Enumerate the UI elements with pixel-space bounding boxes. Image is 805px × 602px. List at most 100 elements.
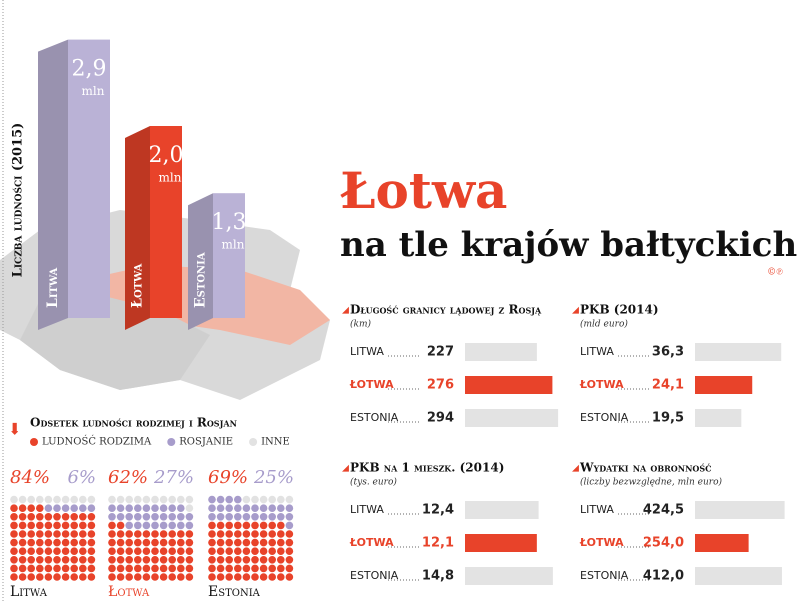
bar xyxy=(68,39,110,318)
waffle-dot xyxy=(61,521,70,530)
waffle-dot xyxy=(18,504,27,512)
bar xyxy=(150,126,182,318)
waffle-dot xyxy=(251,556,259,564)
category-label: ŁOTWA xyxy=(349,378,394,391)
bar-side xyxy=(188,193,213,330)
waffle-dot xyxy=(251,521,259,530)
waffle-dot xyxy=(259,521,268,530)
waffle-dot xyxy=(285,530,294,538)
waffle-dot xyxy=(125,573,133,581)
waffle-dot xyxy=(108,530,116,538)
bar xyxy=(213,193,245,318)
bar xyxy=(465,343,537,361)
category-label: ŁOTWA xyxy=(579,378,624,391)
waffle-dot xyxy=(208,564,216,573)
waffle-dot xyxy=(225,513,233,521)
percent-label: 25% xyxy=(253,467,294,488)
value-label: 24,1 xyxy=(652,378,684,393)
waffle-dot xyxy=(87,547,96,555)
waffle-dot xyxy=(216,573,225,581)
value-label: 2,9 xyxy=(72,57,107,82)
waffle-dot xyxy=(116,547,125,555)
waffle-dot xyxy=(259,504,268,512)
waffle-dot xyxy=(87,530,96,538)
panel-subtitle: (km) xyxy=(350,319,371,330)
waffle-dot xyxy=(242,530,251,538)
waffle-dot xyxy=(251,513,259,521)
waffle-dot xyxy=(61,556,70,564)
waffle-dot xyxy=(159,556,168,564)
value-label: 294 xyxy=(427,411,454,426)
waffle-dot xyxy=(134,547,142,555)
waffle-dot xyxy=(242,573,251,581)
waffle-dot xyxy=(36,564,44,573)
waffle-dot xyxy=(87,521,96,530)
waffle-dot xyxy=(259,547,268,555)
waffle-dot xyxy=(116,513,125,521)
category-label: ŁOTWA xyxy=(349,536,394,549)
waffle-dot xyxy=(251,504,259,512)
waffle-dot xyxy=(259,573,268,581)
waffle-dot xyxy=(225,556,233,564)
waffle-dot xyxy=(125,504,133,512)
waffle-dot xyxy=(10,504,18,512)
waffle-dot xyxy=(208,495,216,504)
map-lithuania xyxy=(20,295,210,390)
waffle-dot xyxy=(10,556,18,564)
waffle-dot xyxy=(185,547,194,555)
value-label: 412,0 xyxy=(643,569,684,584)
waffle-dot xyxy=(116,573,125,581)
waffle-dot xyxy=(225,530,233,538)
waffle-dot xyxy=(142,530,151,538)
waffle-dot xyxy=(10,513,18,521)
bar xyxy=(695,343,782,361)
charts: Liczba ludności (2015) 2,9 mln Litwa 2,0 mln Ł… xyxy=(8,39,785,600)
waffle-dot xyxy=(268,513,277,521)
waffle-dot xyxy=(168,556,176,564)
waffle-dot xyxy=(216,513,225,521)
waffle-dot xyxy=(44,530,53,538)
waffle-dot xyxy=(87,538,96,547)
waffle-dot xyxy=(225,547,233,555)
waffle-dot xyxy=(242,521,251,530)
waffle-dot xyxy=(125,556,133,564)
waffle-dot xyxy=(125,521,133,530)
waffle-dot xyxy=(268,573,277,581)
waffle-dot xyxy=(44,504,53,512)
value-label: 424,5 xyxy=(643,503,684,518)
waffle-dot xyxy=(27,513,35,521)
waffle-dot xyxy=(151,504,159,512)
waffle-dot xyxy=(225,564,233,573)
waffle-dot xyxy=(208,547,216,555)
waffle-dot xyxy=(259,530,268,538)
waffle-dot xyxy=(18,495,27,504)
waffle-dot xyxy=(142,495,151,504)
waffle-dot xyxy=(10,547,18,555)
waffle-dot xyxy=(208,556,216,564)
waffle-dot xyxy=(234,564,242,573)
waffle-dot xyxy=(27,538,35,547)
waffle-dot xyxy=(87,573,96,581)
panel-title: PKB na 1 mieszk. (2014) xyxy=(350,461,504,475)
waffle-dot xyxy=(216,504,225,512)
waffle-dot xyxy=(53,513,61,521)
arrow: ⬇ xyxy=(8,420,21,439)
waffle-dot xyxy=(177,495,185,504)
category-label: Estonia xyxy=(193,252,209,308)
waffle-dot xyxy=(61,547,70,555)
waffle-dot xyxy=(18,573,27,581)
y-axis-label: Liczba ludności (2015) xyxy=(11,123,26,278)
waffle-dot xyxy=(108,513,116,521)
waffle-dot xyxy=(277,513,285,521)
waffle-dot xyxy=(10,573,18,581)
waffle-dot xyxy=(285,573,294,581)
waffle-dot xyxy=(159,513,168,521)
waffle-dot xyxy=(168,504,176,512)
waffle-dot xyxy=(27,556,35,564)
waffle-dot xyxy=(79,513,87,521)
waffle-dot xyxy=(268,556,277,564)
waffle-dot xyxy=(27,573,35,581)
waffle-dot xyxy=(142,547,151,555)
main-title: Łotwa xyxy=(340,161,507,220)
